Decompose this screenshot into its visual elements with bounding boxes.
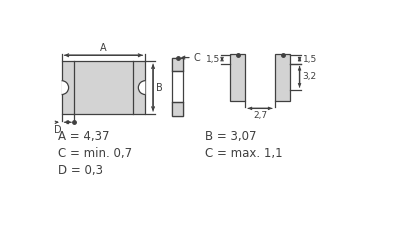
Text: 2,7: 2,7 xyxy=(253,111,267,120)
Text: 1,5: 1,5 xyxy=(206,55,220,64)
Text: A: A xyxy=(100,43,107,53)
Text: B = 3,07: B = 3,07 xyxy=(205,130,256,143)
Bar xyxy=(275,55,290,101)
Bar xyxy=(230,55,245,101)
Wedge shape xyxy=(138,81,145,95)
Wedge shape xyxy=(62,81,69,95)
Text: 1,5: 1,5 xyxy=(303,55,317,64)
Text: C: C xyxy=(193,53,200,63)
Text: A = 4,37: A = 4,37 xyxy=(58,130,109,143)
Text: D: D xyxy=(54,125,62,135)
Text: D = 0,3: D = 0,3 xyxy=(58,164,103,177)
Bar xyxy=(172,58,183,72)
Text: 3,2: 3,2 xyxy=(303,72,317,81)
Text: B: B xyxy=(156,83,163,93)
Text: C = min. 0,7: C = min. 0,7 xyxy=(58,147,132,160)
Bar xyxy=(172,102,183,116)
Bar xyxy=(62,61,145,114)
Bar xyxy=(172,58,183,116)
Text: C = max. 1,1: C = max. 1,1 xyxy=(205,147,283,160)
